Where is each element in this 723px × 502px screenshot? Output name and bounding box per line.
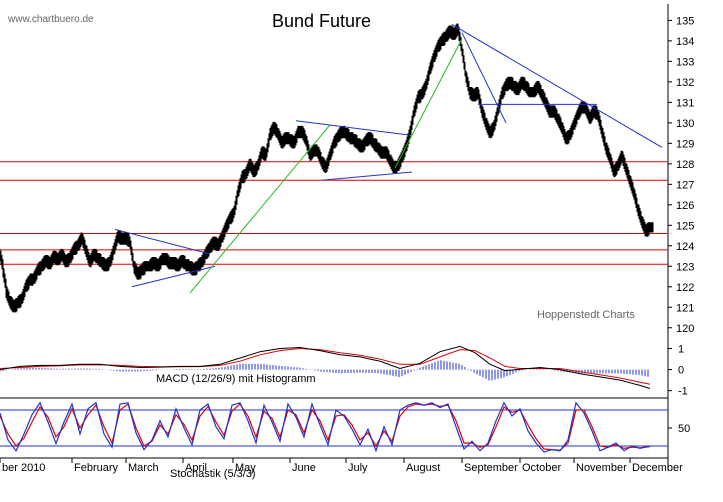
x-tick-label: May bbox=[235, 462, 256, 474]
x-tick-label: September bbox=[464, 462, 518, 474]
x-tick-label: August bbox=[406, 462, 440, 474]
macd-tick-label: 1 bbox=[678, 344, 684, 356]
macd-label: MACD (12/26/9) mit Histogramm bbox=[156, 373, 316, 385]
price-tick-label: 124 bbox=[676, 241, 694, 253]
stoch-k-line bbox=[0, 401, 651, 453]
price-tick-label: 135 bbox=[676, 15, 694, 27]
price-tick-label: 132 bbox=[676, 77, 694, 89]
trendline bbox=[461, 32, 507, 124]
price-tick-label: 133 bbox=[676, 56, 694, 68]
price-tick-label: 120 bbox=[676, 323, 694, 335]
chart-marks: 120 121 122 123 124 125 126 127 128 129 130 131 132 1… bbox=[0, 4, 694, 474]
source-text: www.chartbuero.de bbox=[7, 14, 94, 25]
x-tick-label: June bbox=[292, 462, 316, 474]
price-tick-label: 128 bbox=[676, 159, 694, 171]
trendline bbox=[451, 24, 663, 148]
price-tick-label: 126 bbox=[676, 200, 694, 212]
price-tick-label: 129 bbox=[676, 138, 694, 150]
trendline bbox=[189, 124, 331, 294]
x-tick-label: ber 2010 bbox=[2, 462, 45, 474]
stoch-d-line bbox=[0, 403, 651, 451]
price-tick-label: 127 bbox=[676, 179, 694, 191]
price-tick-label: 134 bbox=[676, 36, 694, 48]
trendline bbox=[394, 38, 463, 169]
macd-tick-label: 0 bbox=[678, 365, 684, 377]
x-tick-label: November bbox=[576, 462, 627, 474]
price-tick-label: 125 bbox=[676, 220, 694, 232]
x-tick-label: March bbox=[128, 462, 159, 474]
price-tick-label: 131 bbox=[676, 97, 694, 109]
x-tick-label: July bbox=[348, 462, 368, 474]
price-tick-label: 130 bbox=[676, 118, 694, 130]
x-tick-label: December bbox=[632, 462, 683, 474]
trendline bbox=[114, 228, 211, 255]
stoch-tick-label: 50 bbox=[678, 423, 690, 435]
price-tick-label: 122 bbox=[676, 282, 694, 294]
price-tick-label: 123 bbox=[676, 261, 694, 273]
price-tick-label: 121 bbox=[676, 302, 694, 314]
watermark: Hoppenstedt Charts bbox=[537, 309, 635, 321]
stochastik-label: Stochastik (5/3/3) bbox=[170, 468, 256, 480]
macd-line bbox=[0, 345, 651, 389]
x-tick-label: April bbox=[185, 462, 207, 474]
trendline bbox=[321, 171, 413, 181]
macd-tick-label: -1 bbox=[678, 386, 688, 398]
trendline bbox=[131, 265, 216, 288]
chart-title: Bund Future bbox=[272, 11, 371, 31]
x-tick-label: February bbox=[74, 462, 119, 474]
x-tick-label: October bbox=[522, 462, 561, 474]
trendline bbox=[295, 120, 411, 136]
